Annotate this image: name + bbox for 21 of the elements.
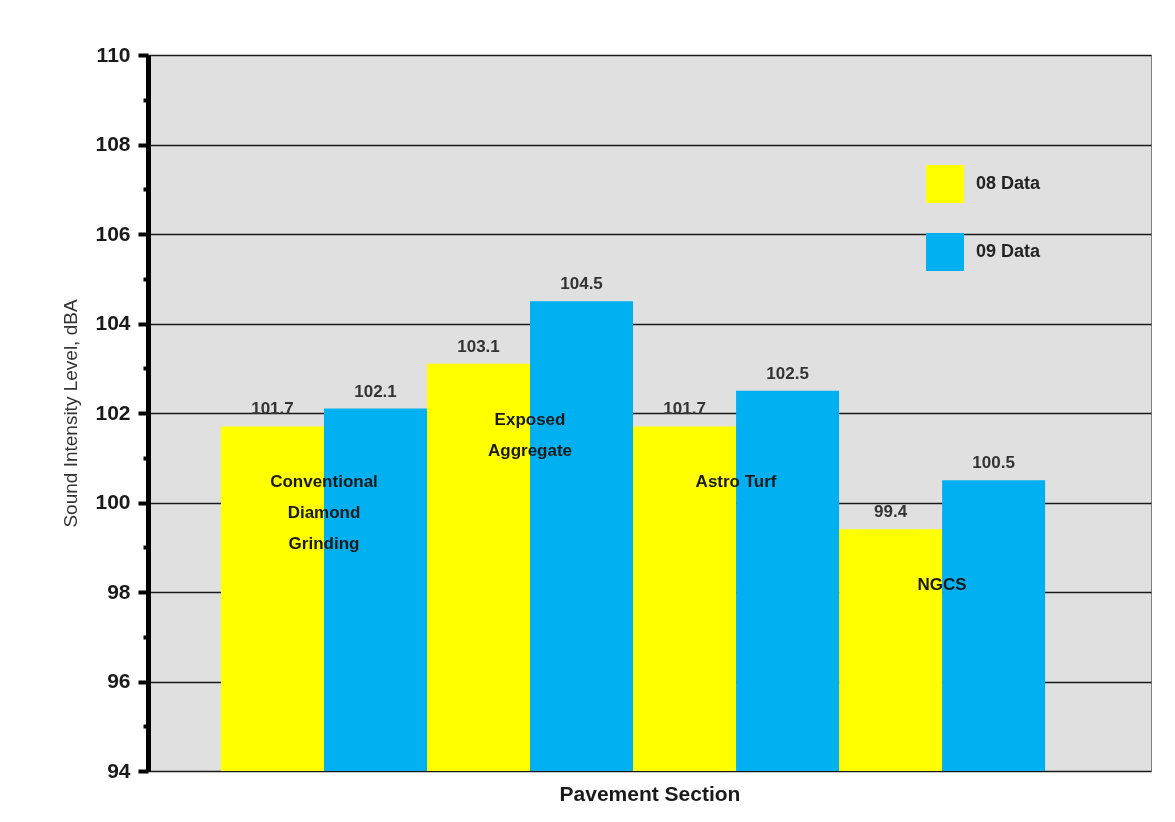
data-label: 102.5 [766,363,809,383]
y-tick-label: 110 [96,42,131,66]
y-tick-label: 98 [107,579,131,603]
y-tick-label: 100 [95,490,131,513]
data-label: 102.1 [354,381,397,401]
y-tick-label: 96 [107,669,131,692]
y-tick-label: 102 [95,400,131,424]
y-axis-title: Sound Intensity Level, dBA [60,299,82,528]
x-tick-label: NGCS [917,575,967,595]
data-label: 100.5 [972,453,1015,473]
y-tick-label: 104 [95,311,131,334]
data-label: 99.4 [874,502,908,522]
y-tick-label: 106 [95,221,131,245]
legend-label: 08 Data [976,173,1042,193]
data-label: 103.1 [457,336,500,356]
y-tick-label: 108 [95,132,131,155]
legend-label: 09 Data [976,241,1042,261]
data-label: 104.5 [560,274,603,294]
x-axis-title: Pavement Section [559,781,741,805]
x-tick-label: Exposed Aggregate [487,409,573,460]
y-tick-label: 94 [107,758,131,782]
